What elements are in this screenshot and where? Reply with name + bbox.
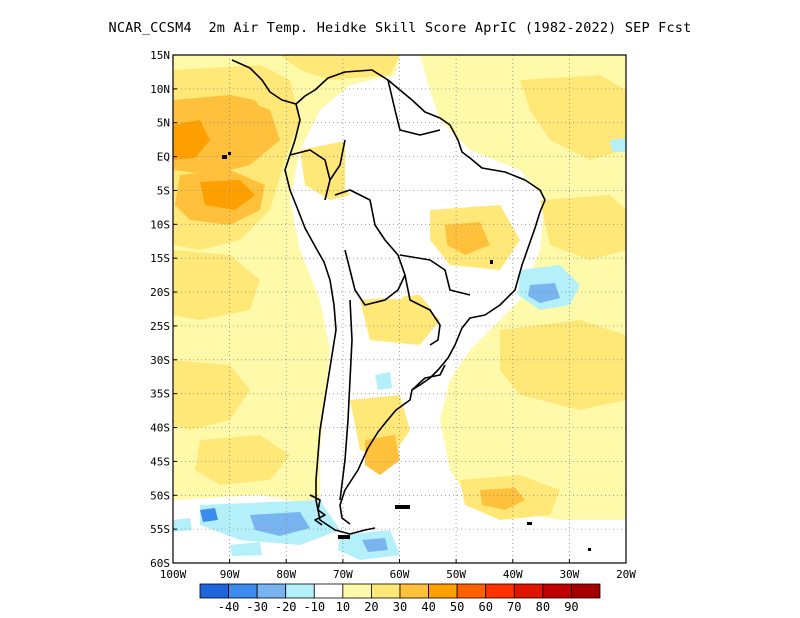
colorbar-label: -20 (275, 600, 297, 614)
lat-tick-label: 15S (150, 252, 170, 265)
lat-tick-label: 25S (150, 320, 170, 333)
lat-tick-label: 45S (150, 455, 170, 468)
lat-tick-label: 5S (157, 184, 170, 197)
lat-tick-label: 50S (150, 489, 170, 502)
lat-tick-label: 10S (150, 218, 170, 231)
lon-tick-label: 40W (503, 568, 523, 581)
colorbar-swatch (371, 583, 401, 599)
colorbar-label: -30 (246, 600, 268, 614)
colorbar-swatch (428, 583, 458, 599)
lat-tick-label: 55S (150, 523, 170, 536)
colorbar-label: 40 (421, 600, 435, 614)
colorbar-label: 10 (336, 600, 350, 614)
colorbar-label: 80 (536, 600, 550, 614)
colorbar-label: 50 (450, 600, 464, 614)
lat-tick-label: 40S (150, 422, 170, 435)
colorbar-swatch (571, 583, 601, 599)
colorbar-swatch (399, 583, 429, 599)
colorbar-swatch (228, 583, 258, 599)
colorbar-swatch (199, 583, 229, 599)
lat-tick-label: 30S (150, 354, 170, 367)
colorbar-label: 90 (564, 600, 578, 614)
lat-tick-label: 60S (150, 557, 170, 570)
colorbar-swatch (542, 583, 572, 599)
lat-tick-label: 35S (150, 388, 170, 401)
colorbar-label: -10 (303, 600, 325, 614)
longitude-axis: 100W 90W 80W 70W 60W 50W 40W 30W 20W (160, 559, 636, 581)
colorbar-swatch (513, 583, 544, 599)
lon-tick-label: 20W (616, 568, 636, 581)
colorbar-label: 60 (478, 600, 492, 614)
islands (222, 152, 591, 551)
lat-tick-label: EQ (157, 151, 170, 164)
lat-tick-label: 15N (150, 49, 170, 62)
colorbar-label: -40 (218, 600, 240, 614)
colorbar-swatch (342, 583, 372, 599)
colorbar-label: 20 (364, 600, 378, 614)
lon-tick-label: 30W (559, 568, 579, 581)
gridlines (173, 55, 626, 563)
colorbar-label: 30 (393, 600, 407, 614)
colorbar-swatch (256, 583, 287, 599)
colorbar-swatch (285, 583, 315, 599)
coastlines (231, 59, 546, 535)
colorbar-label: 70 (507, 600, 521, 614)
lon-tick-label: 60W (390, 568, 410, 581)
lat-tick-label: 5N (157, 117, 170, 130)
colorbar-swatch (485, 583, 515, 599)
lon-tick-label: 80W (276, 568, 296, 581)
colorbar-swatch (313, 583, 344, 599)
lon-tick-label: 100W (160, 568, 187, 581)
colorbar-swatch (456, 583, 487, 599)
lat-tick-label: 10N (150, 83, 170, 96)
lon-tick-label: 90W (220, 568, 240, 581)
lat-tick-label: 20S (150, 286, 170, 299)
lon-tick-label: 70W (333, 568, 353, 581)
colorbar: -40 -30 -20 -10 10 20 30 40 50 60 70 80 90 (199, 583, 601, 614)
lon-tick-label: 50W (446, 568, 466, 581)
map-title: NCAR_CCSM4 2m Air Temp. Heidke Skill Sco… (108, 20, 692, 36)
latitude-axis: 15N 10N 5N EQ 5S 10S 15S 20S 25S 30S 35S 40S 45S 50S 5… (150, 49, 177, 570)
